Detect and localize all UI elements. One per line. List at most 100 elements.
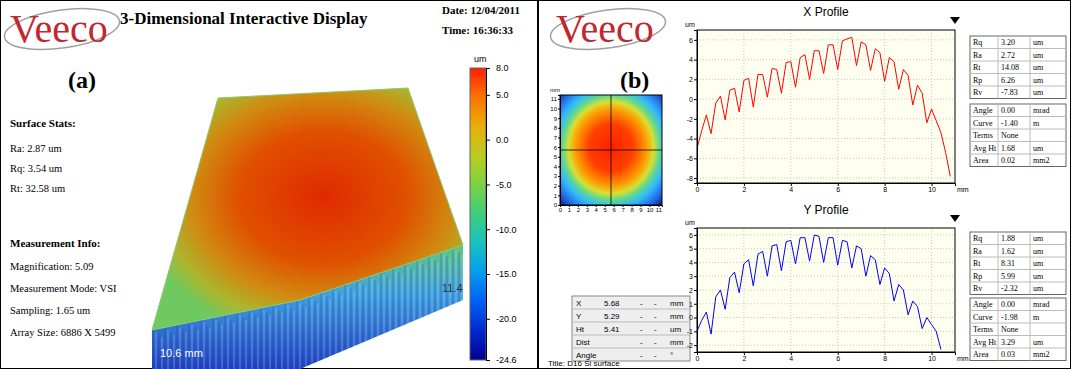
colorbar-axis: 8.05.00.0-5.0-10.0-15.0-20.0-24.6: [486, 63, 517, 365]
y-tick-label: 4: [689, 259, 693, 266]
panel-label: (b): [620, 67, 649, 93]
wall-stripe: [264, 310, 265, 369]
plot-frame: [697, 30, 955, 183]
wall-stripe: [285, 303, 286, 369]
map-y-tick-mark: [558, 137, 560, 138]
wall-stripe: [318, 303, 319, 361]
wall-stripe: [189, 323, 190, 369]
stats-cell: 0.00: [1001, 106, 1015, 115]
table-cell: Ht: [576, 325, 585, 334]
y-tick: -4: [687, 135, 697, 142]
y-tick: 6: [689, 37, 697, 44]
cursor-line: [560, 150, 662, 151]
y-tick: -2: [687, 116, 697, 123]
colorbar-tick-label: -24.6: [496, 355, 517, 365]
grid-line: [837, 30, 838, 183]
wall-stripe: [426, 266, 427, 315]
wall-stripe: [375, 281, 376, 338]
map-x-tick: 6: [613, 205, 617, 213]
y-tick: 0: [689, 96, 697, 103]
stats-rule: [970, 310, 1066, 311]
file-title: Title: D16 Si surface: [548, 359, 620, 368]
stats-cell: 3.29: [1001, 338, 1015, 347]
x-tick-label: 2: [742, 186, 746, 193]
grid-line: [884, 228, 885, 352]
panel-label: (a): [68, 67, 96, 93]
stats-cell: Area: [973, 350, 989, 359]
y-axis: -2-10123456: [687, 229, 698, 353]
cursor-table: [572, 296, 690, 361]
map-y-tick: 8: [554, 125, 560, 131]
y-tick: 4: [689, 259, 697, 266]
stats-cell: um: [1033, 234, 1044, 243]
dimension-label: 10.6 mm: [160, 347, 203, 359]
map-y-tick: 5: [554, 154, 560, 160]
stats-cell: um: [1033, 338, 1044, 347]
y-tick-label: 5: [689, 245, 693, 252]
plot-area: [697, 235, 941, 349]
y-axis: -8-6-4-20246: [687, 31, 698, 184]
stats-cell: Ra: [973, 247, 982, 256]
stats-cell: 0.03: [1001, 350, 1015, 359]
y-axis-title: um: [685, 219, 695, 226]
wall-stripe: [234, 322, 235, 369]
map-y-tick-mark: [558, 109, 560, 110]
map-y-tick-label: 2: [554, 183, 558, 189]
wall-stripe: [348, 287, 349, 349]
stats-cell: 6.26: [1001, 76, 1015, 85]
stats-cell: Ra: [973, 51, 982, 60]
y-tick-label: -4: [687, 135, 693, 142]
colorbar-tick-label: 8.0: [496, 63, 509, 73]
date: Date: 12/04/2011: [442, 4, 520, 16]
map-x-tick: 11: [656, 205, 663, 213]
x-tick: 10: [928, 352, 936, 362]
map-x-tick: 7: [621, 205, 625, 213]
wall-stripe: [228, 318, 229, 369]
stats-cell: Rv: [973, 88, 982, 97]
table-cell: 5.41: [604, 325, 620, 334]
colorbar-tick-label: 5.0: [496, 90, 509, 100]
colorbar-tick-mark: [486, 140, 490, 141]
stats-cell: mrad: [1033, 300, 1049, 309]
table-cell: -: [654, 338, 657, 347]
stats-cell: Area: [973, 156, 989, 165]
grid-line: [697, 138, 955, 139]
wall-stripe: [339, 293, 340, 353]
stats-rule: [998, 104, 999, 167]
grid-line: [697, 99, 955, 100]
wall-stripe: [297, 301, 298, 369]
stats-rule: [970, 244, 1066, 245]
grid-line: [931, 30, 932, 183]
colorbar-tick: -24.6: [486, 355, 517, 365]
wall-stripe: [420, 263, 421, 319]
stats-rule: [970, 61, 1066, 62]
title: 3-Dimensional Interactive Display: [120, 9, 368, 28]
map-x-tick-label: 3: [586, 207, 590, 213]
stats-cell: Curve: [973, 313, 993, 322]
x-tick: 10: [928, 183, 936, 193]
grid-line: [697, 39, 955, 40]
stats-cell: 8.31: [1001, 259, 1015, 268]
grid-line: [697, 345, 955, 346]
stats-cell: 0.00: [1001, 300, 1015, 309]
colorbar-tick: -15.0: [486, 269, 517, 279]
stats-cell: -7.83: [1001, 88, 1018, 97]
map-y-tick-label: 7: [554, 135, 558, 141]
y-tick-label: 2: [689, 287, 693, 294]
y-tick: 2: [689, 76, 697, 83]
map-x-tick-label: 0: [559, 207, 563, 213]
wall-stripe: [363, 285, 364, 343]
divider: [537, 0, 539, 369]
y-tick: -2: [687, 342, 697, 349]
y-tick-label: 4: [689, 56, 693, 63]
logo: Veeco: [548, 2, 668, 56]
wall-stripe: [351, 289, 352, 348]
y-tick: -1: [687, 328, 697, 335]
wall-stripe: [213, 318, 214, 369]
x-axis-title: mm: [957, 186, 969, 193]
table-cell: mm: [670, 299, 684, 308]
x-tick-label: 8: [883, 186, 887, 193]
grid-line: [697, 158, 955, 159]
map-y-tick-label: 0: [554, 202, 558, 208]
wall-stripe: [315, 301, 316, 363]
